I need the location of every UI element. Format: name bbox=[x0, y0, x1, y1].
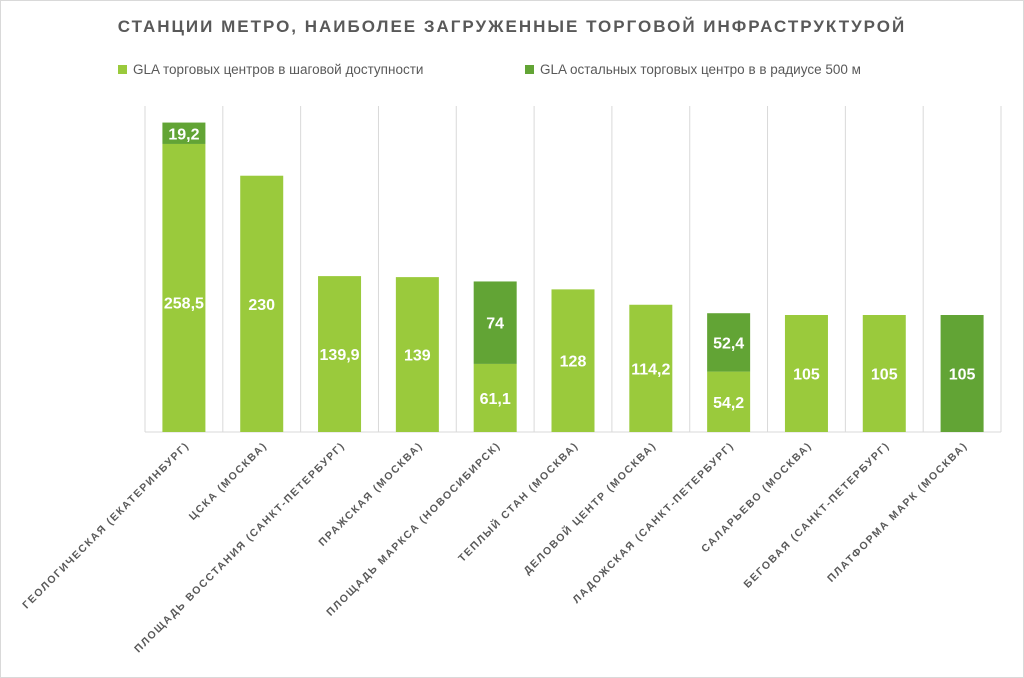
data-label: 114,2 bbox=[631, 361, 670, 378]
data-label: 61,1 bbox=[480, 391, 511, 408]
data-label: 230 bbox=[248, 297, 275, 314]
bar-segment bbox=[707, 371, 751, 432]
data-label: 258,5 bbox=[164, 295, 204, 312]
legend-item-radius-500m: GLA остальных торговых центро в в радиус… bbox=[525, 62, 861, 77]
legend-item-walking-distance: GLA торговых центров в шаговой доступнос… bbox=[118, 62, 423, 77]
chart-title: СТАНЦИИ МЕТРО, НАИБОЛЕЕ ЗАГРУЖЕННЫЕ ТОРГ… bbox=[117, 17, 907, 36]
legend-label-radius-500m: GLA остальных торговых центро в в радиус… bbox=[540, 62, 861, 77]
bar-segment bbox=[395, 277, 439, 432]
data-label: 139 bbox=[404, 348, 431, 365]
bar-segment bbox=[940, 315, 984, 432]
data-label: 52,4 bbox=[713, 335, 744, 352]
category-label: ТЕПЛЫЙ СТАН (МОСКВА) bbox=[455, 439, 581, 565]
legend-swatch-walking-distance bbox=[118, 65, 127, 74]
data-label: 105 bbox=[871, 367, 898, 384]
data-label: 105 bbox=[793, 367, 820, 384]
bar-segment bbox=[318, 276, 362, 432]
category-label: БЕГОВАЯ (САНКТ-ПЕТЕРБУРГ) bbox=[741, 440, 892, 591]
bar-segment bbox=[862, 315, 906, 432]
data-label: 54,2 bbox=[713, 395, 744, 412]
category-label: ЦСКА (МОСКВА) bbox=[187, 440, 270, 523]
data-label: 139,9 bbox=[320, 347, 360, 364]
category-label: ЛАДОЖСКАЯ (САНКТ-ПЕТЕРБУРГ) bbox=[570, 440, 736, 606]
bar-segment bbox=[707, 313, 751, 372]
legend: GLA торговых центров в шаговой доступнос… bbox=[0, 62, 1024, 82]
bar-segment bbox=[473, 281, 517, 364]
category-label: ДЕЛОВОЙ ЦЕНТР (МОСКВА) bbox=[521, 439, 659, 577]
bar-segment bbox=[162, 122, 206, 144]
data-label: 19,2 bbox=[168, 126, 199, 143]
bar-segment bbox=[629, 304, 673, 432]
bar-segment bbox=[551, 289, 595, 432]
data-label: 105 bbox=[949, 367, 976, 384]
bar-segment bbox=[240, 175, 284, 432]
data-label: 128 bbox=[560, 354, 587, 371]
bar-segment bbox=[473, 363, 517, 432]
bar-segment bbox=[162, 143, 206, 432]
category-label: ПЛАТФОРМА МАРК (МОСКВА) bbox=[825, 440, 970, 585]
category-label: ПЛОЩАДЬ МАРКСА (НОВОСИБИРСК) bbox=[324, 440, 503, 619]
category-label: ГЕОЛОГИЧЕСКАЯ (ЕКАТЕРИНБУРГ) bbox=[20, 440, 192, 612]
legend-swatch-radius-500m bbox=[525, 65, 534, 74]
legend-label-walking-distance: GLA торговых центров в шаговой доступнос… bbox=[133, 62, 424, 77]
data-label: 74 bbox=[486, 316, 504, 333]
bar-segment bbox=[784, 315, 828, 432]
